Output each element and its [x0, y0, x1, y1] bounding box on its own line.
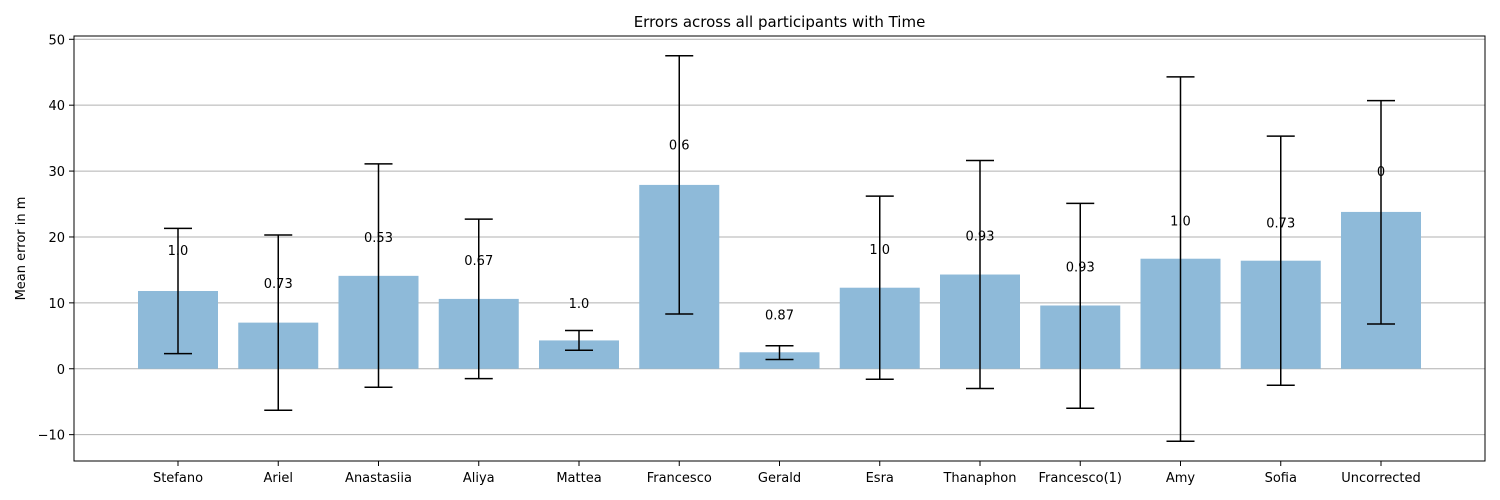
x-tick-label: Francesco(1)	[1038, 471, 1122, 486]
y-tick-label: 20	[48, 231, 65, 246]
bar-value-label: 0.93	[1066, 261, 1095, 276]
x-tick-label: Esra	[866, 471, 894, 486]
x-tick-label: Francesco	[647, 471, 712, 486]
x-tick-label: Sofia	[1265, 471, 1297, 486]
bar-value-label: 0.6	[669, 139, 690, 154]
x-tick-label: Stefano	[153, 471, 203, 486]
plot-frame	[73, 35, 1486, 462]
bar-value-label: 1.0	[569, 297, 590, 312]
bar-value-label: 0.73	[1266, 216, 1295, 231]
bar	[739, 352, 820, 369]
y-tick-label: 0	[57, 363, 65, 378]
x-tick-label: Thanaphon	[942, 471, 1016, 486]
x-tick-label: Amy	[1166, 471, 1196, 486]
bar-value-label: 0.93	[966, 230, 995, 245]
x-tick-label: Ariel	[264, 471, 293, 486]
y-tick-label: 30	[48, 165, 65, 180]
y-tick-label: 50	[48, 33, 65, 48]
bar-value-label: 0.53	[364, 231, 393, 246]
x-tick-label: Mattea	[556, 471, 601, 486]
x-tick-label: Aliya	[463, 471, 495, 486]
bar-layer	[138, 184, 1421, 369]
bar-value-label: 1.0	[168, 244, 189, 259]
grid-layer	[74, 38, 1485, 436]
y-axis-ticks: −10 0 10 20 30 40 50	[38, 33, 74, 444]
bar-value-label: 0	[1377, 165, 1385, 180]
chart-title: Errors across all participants with Time	[634, 13, 926, 31]
bar-value-label: 0.67	[464, 254, 493, 269]
x-tick-label: Anastasiia	[345, 471, 412, 486]
bar-value-label: 1.0	[869, 243, 890, 258]
y-tick-label: −10	[38, 429, 65, 444]
y-tick-label: 40	[48, 99, 65, 114]
bar-value-label-layer: 1.0 0.73 0.53 0.67 1.0 0.6 0.87 1.0 0.93 0.93 1.0 0…	[168, 139, 1385, 324]
x-tick-label: Gerald	[758, 471, 801, 486]
errorbar-layer	[164, 55, 1395, 442]
x-axis-ticks: Stefano Ariel Anastasiia Aliya Mattea Frances…	[153, 461, 1421, 486]
y-tick-label: 10	[48, 297, 65, 312]
bar-value-label: 1.0	[1170, 214, 1191, 229]
x-tick-label: Uncorrected	[1341, 471, 1421, 486]
bar-value-label: 0.73	[264, 277, 293, 292]
y-axis-label: Mean error in m	[14, 197, 29, 301]
bar-value-label: 0.87	[765, 309, 794, 324]
